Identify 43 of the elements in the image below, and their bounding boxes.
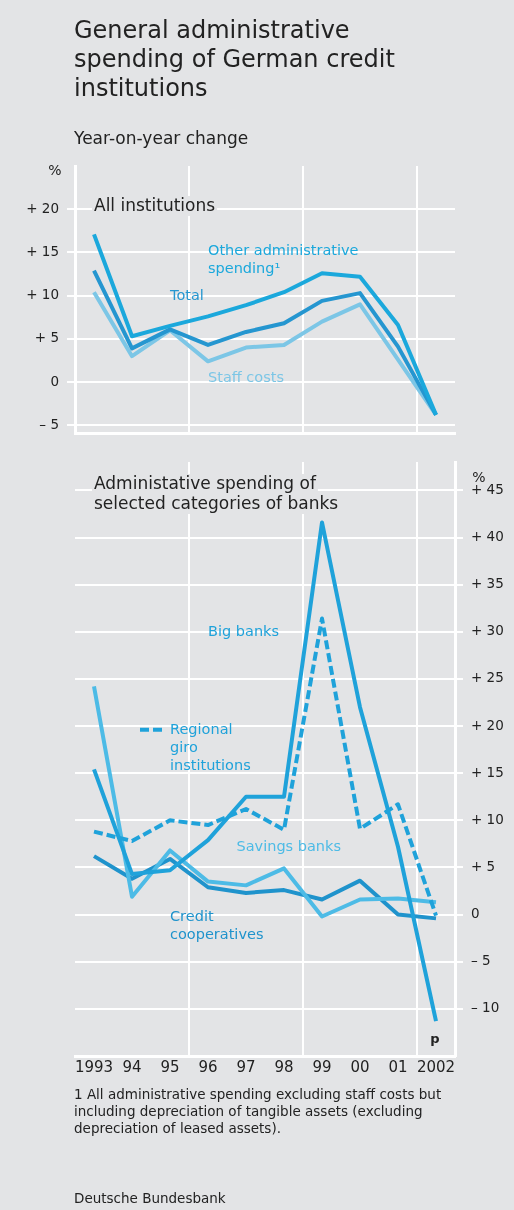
series-label: Other administrative spending¹: [208, 241, 359, 276]
series-label: Total: [169, 287, 204, 304]
series-label: Credit cooperatives: [170, 908, 264, 943]
series-label: Staff costs: [208, 368, 285, 385]
y-axis-title: %: [48, 161, 62, 178]
y-tick-label: + 30: [471, 622, 504, 639]
legend-label: Regional giro institutions: [170, 720, 251, 773]
chart-title: General administrative spending of German credit institutions: [74, 16, 396, 103]
x-tick-label: 2002: [416, 1057, 456, 1076]
y-tick-label: + 5: [471, 857, 496, 874]
x-tick-label: 98: [274, 1057, 294, 1076]
y-tick-label: 0: [50, 372, 59, 389]
x-tick-label: 01: [388, 1057, 408, 1076]
y-tick-label: + 35: [471, 575, 504, 592]
annotation: p: [430, 1031, 440, 1047]
y-tick-label: – 5: [39, 415, 59, 432]
y-tick-label: + 20: [471, 716, 504, 733]
x-tick-label: 97: [236, 1057, 256, 1076]
y-tick-label: + 10: [471, 810, 504, 827]
x-tick-label: 95: [160, 1057, 180, 1076]
x-tick-label: 94: [122, 1057, 142, 1076]
y-tick-label: + 15: [26, 242, 59, 259]
x-tick-label: 1993: [74, 1057, 114, 1076]
x-tick-label: 99: [312, 1057, 332, 1076]
y-axis-title: %: [472, 468, 486, 485]
annotation: All institutions: [94, 194, 216, 215]
y-tick-label: + 25: [471, 669, 504, 686]
y-tick-label: + 20: [26, 199, 59, 216]
y-tick-label: – 5: [471, 952, 491, 969]
y-tick-label: + 10: [26, 286, 59, 303]
x-tick-label: 96: [198, 1057, 218, 1076]
x-tick-label: 00: [350, 1057, 370, 1076]
y-tick-label: 0: [471, 905, 480, 922]
text: Deutsche Bundesbank: [74, 1190, 227, 1207]
y-tick-label: + 15: [471, 763, 504, 780]
y-tick-label: – 10: [471, 999, 500, 1016]
series-label: Big banks: [208, 622, 280, 639]
text: Administative spending of selected categories of banks: [94, 472, 339, 513]
y-tick-label: + 40: [471, 528, 504, 545]
chart-subtitle: Year-on-year change: [74, 128, 249, 148]
y-tick-label: + 5: [34, 329, 59, 346]
text: 1 All administrative spending excluding staff costs but including depreciation of tangible assets (excluding depreciation of leased assets).: [74, 1086, 443, 1137]
series-label: Savings banks: [236, 838, 341, 855]
